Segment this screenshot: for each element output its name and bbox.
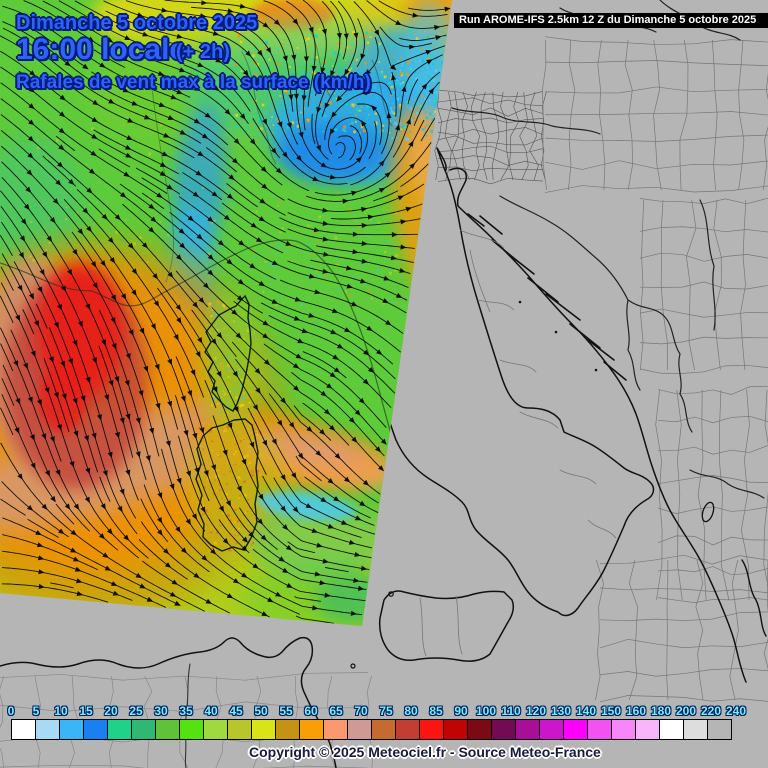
france-coastline <box>0 239 392 435</box>
streamlines <box>0 0 451 624</box>
tunisia-coastline <box>0 636 337 768</box>
corfu-island <box>701 501 715 523</box>
italy-coastline <box>375 147 655 617</box>
sicily-coastline <box>378 590 515 662</box>
adriatic-east-coastline <box>449 167 747 683</box>
sardinia-outline <box>195 418 259 552</box>
time-offset-label: (+ 2h) <box>176 41 230 63</box>
time-label: 16:00 locale <box>16 33 187 66</box>
run-banner: Run AROME-IFS 2.5km 12 Z du Dimanche 5 o… <box>454 13 768 28</box>
copyright-label: Copyright © 2025 Meteociel.fr - Source M… <box>249 744 601 760</box>
date-label: Dimanche 5 octobre 2025 <box>16 12 258 34</box>
italy-admin-borders <box>419 229 617 657</box>
variable-label: Rafales de vent max à la surface (km/h) <box>16 72 371 93</box>
dalmatian-islands <box>467 213 627 381</box>
